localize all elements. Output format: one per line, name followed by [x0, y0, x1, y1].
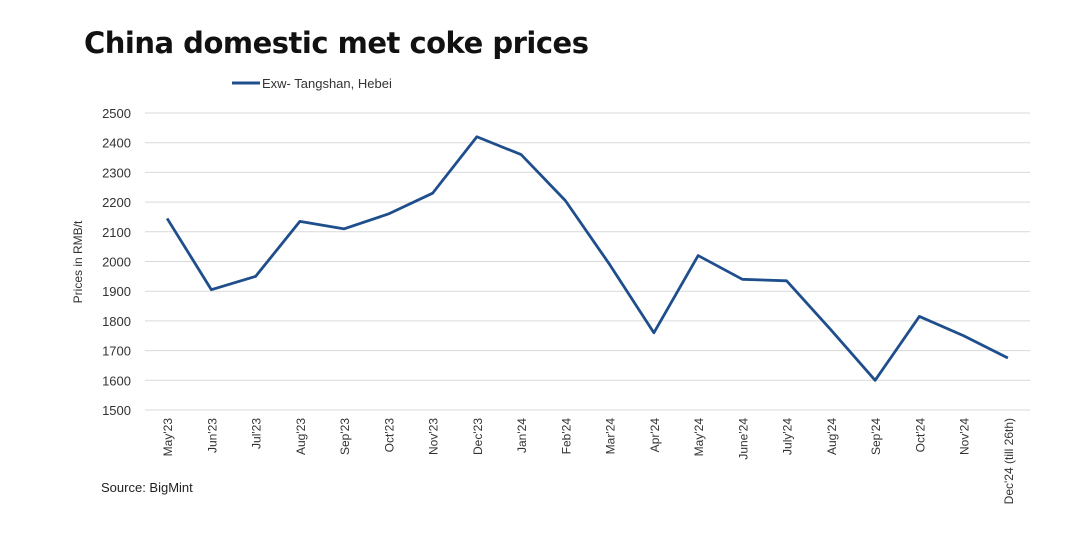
- y-tick-label: 2000: [102, 255, 131, 270]
- y-tick-labels: 1500 1600 1700 1800 1900 2000 2100 2200 2300 2400…: [102, 106, 131, 418]
- x-tick-label: Sep'23: [338, 418, 352, 455]
- x-tick-label: June'24: [736, 418, 750, 460]
- x-tick-label: Dec'24 (till 26th): [1002, 418, 1016, 504]
- y-axis-label: Prices in RMB/t: [71, 220, 85, 303]
- x-tick-label: Dec'23: [471, 418, 485, 455]
- y-tick-label: 1700: [102, 344, 131, 359]
- y-tick-label: 2500: [102, 106, 131, 121]
- y-tick-label: 1600: [102, 373, 131, 388]
- x-tick-label: May'24: [692, 418, 706, 457]
- y-tick-label: 2300: [102, 165, 131, 180]
- series-line: [165, 135, 1009, 382]
- x-tick-label: Apr'24: [648, 418, 662, 453]
- x-tick-labels: May'23 Jun'23 Jul'23 Aug'23 Sep'23 Oct'23 Nov'…: [161, 418, 1016, 505]
- x-tick-label: Mar'24: [604, 418, 618, 455]
- y-tick-label: 1500: [102, 403, 131, 418]
- legend-label: Exw- Tangshan, Hebei: [262, 76, 392, 91]
- x-tick-label: Jun'23: [205, 418, 219, 453]
- chart-title: China domestic met coke prices: [84, 26, 589, 60]
- y-tick-label: 2100: [102, 225, 131, 240]
- x-tick-label: May'23: [161, 418, 175, 457]
- x-tick-label: Oct'24: [913, 418, 927, 453]
- x-tick-label: Aug'23: [294, 418, 308, 455]
- x-tick-label: Sep'24: [869, 418, 883, 455]
- y-tick-label: 1900: [102, 284, 131, 299]
- y-tick-label: 1800: [102, 314, 131, 329]
- series-lines: [165, 135, 1009, 382]
- legend: Exw- Tangshan, Hebei: [232, 76, 392, 91]
- x-tick-label: Oct'23: [382, 418, 396, 453]
- x-tick-label: Nov'23: [427, 418, 441, 455]
- y-tick-label: 2200: [102, 195, 131, 210]
- x-tick-label: Jan'24: [515, 418, 529, 453]
- x-tick-label: Nov'24: [958, 418, 972, 455]
- x-tick-label: Aug'24: [825, 418, 839, 455]
- source-note: Source: BigMint: [101, 480, 193, 495]
- x-tick-label: July'24: [781, 418, 795, 455]
- x-tick-label: Feb'24: [559, 418, 573, 455]
- gridlines: [145, 112, 1030, 411]
- x-tick-label: Jul'23: [250, 418, 264, 449]
- y-tick-label: 2400: [102, 136, 131, 151]
